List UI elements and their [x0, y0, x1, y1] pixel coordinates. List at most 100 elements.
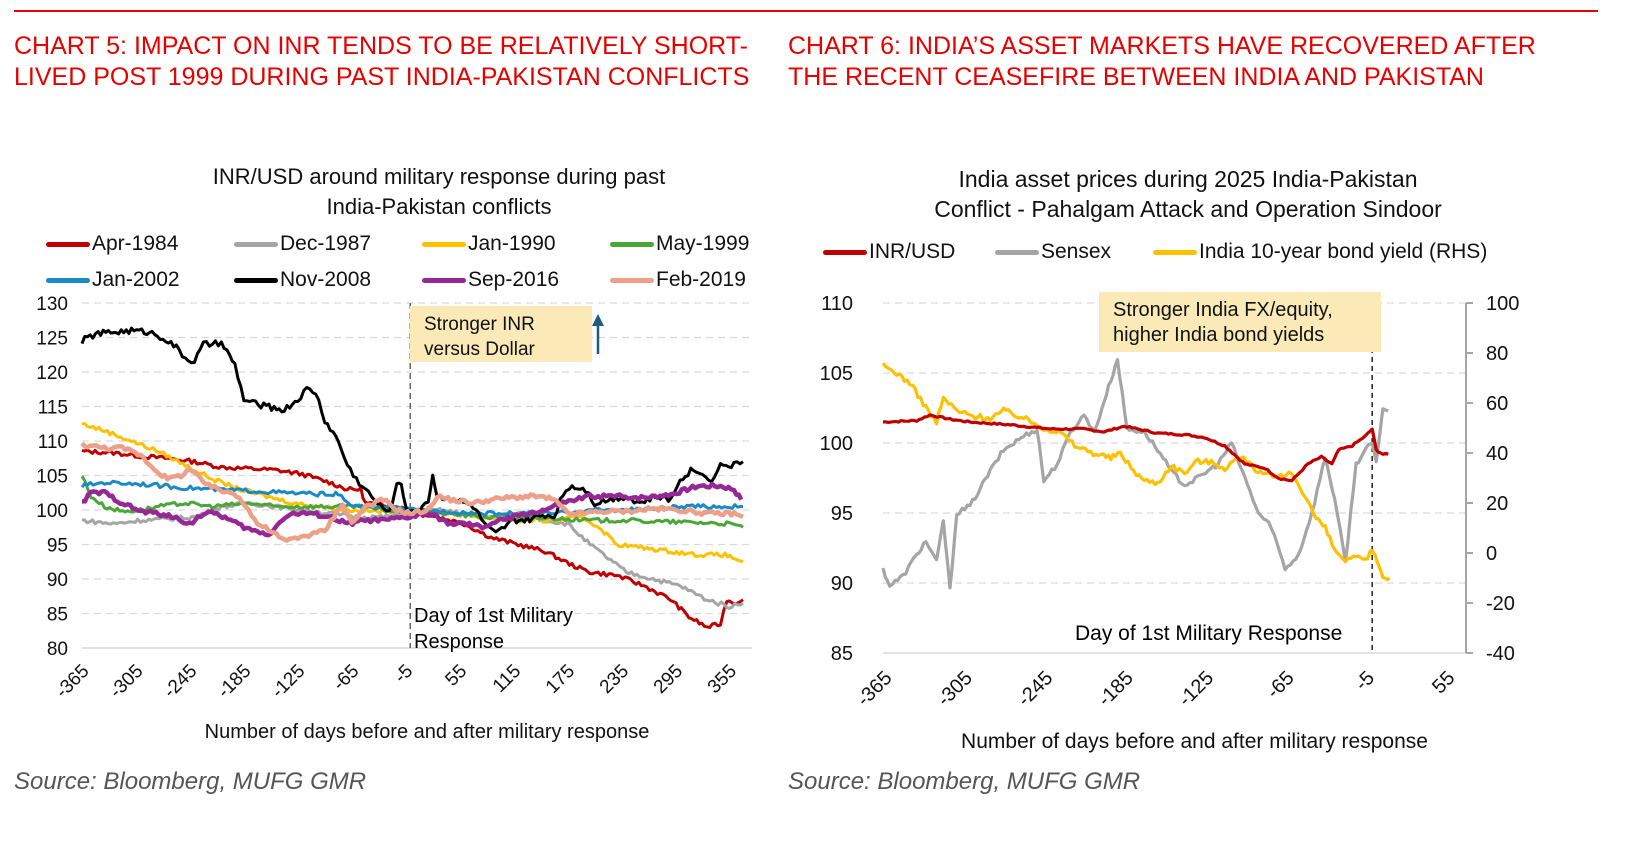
y-tick-label: 110 [38, 432, 68, 453]
y-tick-label: 80 [47, 639, 68, 660]
legend-item-feb-2019: Feb-2019 [610, 268, 746, 292]
x-tick-label: -365 [52, 661, 94, 703]
legend-label: Nov-2008 [280, 268, 372, 291]
x-axis-title: Number of days before and after military… [205, 721, 650, 743]
series-line-feb-2019 [80, 441, 744, 543]
x-tick-label: 295 [650, 661, 687, 698]
chart-5-title: INR/USD around military response during … [134, 162, 744, 222]
y-tick-label: 110 [821, 293, 853, 315]
x-tick-label: -185 [214, 661, 256, 703]
chart-title-line: INR/USD around military response during … [212, 164, 666, 189]
legend-swatch [46, 241, 90, 247]
legend-item-inr-usd: INR/USD [823, 240, 955, 264]
y-tick-label: 120 [36, 363, 68, 384]
y2-tick-label: 60 [1486, 393, 1508, 415]
y-tick-label: 90 [47, 570, 68, 591]
y2-tick-label: -40 [1486, 643, 1515, 665]
chart-5-source: Source: Bloomberg, MUFG GMR [14, 768, 367, 795]
header-rule [788, 10, 1598, 12]
legend-label: Dec-1987 [280, 232, 372, 255]
x-tick-label: 355 [704, 661, 741, 698]
y2-tick-label: 40 [1486, 443, 1508, 465]
x-tick-label: -305 [106, 661, 148, 703]
y2-tick-label: 100 [1486, 293, 1519, 315]
series-line-jan-1990 [81, 422, 744, 564]
chart-title-line: Conflict - Pahalgam Attack and Operation… [934, 196, 1442, 222]
y-tick-label: 105 [820, 363, 853, 385]
vline-label: Day of 1st Military Response [414, 605, 573, 653]
legend-item-apr-1984: Apr-1984 [46, 232, 178, 256]
x-tick-label: 115 [489, 661, 525, 697]
legend-item-may-1999: May-1999 [610, 232, 749, 256]
y-tick-label: 85 [47, 605, 68, 626]
x-tick-label: -185 [1094, 667, 1138, 711]
x-tick-label: -125 [268, 661, 310, 703]
legend-swatch [234, 277, 278, 283]
legend-item-dec-1987: Dec-1987 [234, 232, 371, 256]
x-tick-label: 175 [542, 661, 579, 698]
legend-item-sep-2016: Sep-2016 [422, 268, 559, 292]
chart-5-legend: Apr-1984 Dec-1987 Jan-1990 May-1999 Jan-2002… [46, 232, 786, 296]
y-tick-label: 95 [831, 503, 853, 525]
legend-label: Feb-2019 [656, 268, 746, 291]
chart-5-panel: CHART 5: IMPACT ON INR TENDS TO BE RELAT… [14, 0, 804, 844]
legend-item-india-10-year-bond-yield-rhs: India 10-year bond yield (RHS) [1153, 240, 1487, 264]
legend-label: India 10-year bond yield (RHS) [1199, 240, 1488, 263]
legend-label: Sensex [1041, 240, 1112, 263]
y2-tick-label: 0 [1486, 543, 1497, 565]
x-tick-label: -65 [329, 661, 363, 695]
legend-item-nov-2008: Nov-2008 [234, 268, 371, 292]
y-tick-label: 100 [36, 501, 68, 522]
stronger-fx-annotation: Stronger India FX/equity, higher India b… [1099, 292, 1381, 352]
legend-swatch [610, 241, 654, 247]
y-tick-label: 130 [36, 294, 68, 315]
x-tick-label: 55 [1428, 667, 1459, 698]
chart-6-plot: 85 90 95 100 105 110 -40 -20 0 20 40 60 80 100 -365 -30… [820, 293, 1520, 753]
legend-swatch [422, 277, 466, 283]
x-tick-label: -245 [1014, 667, 1058, 711]
y-tick-label: 95 [47, 536, 68, 557]
series-line-sep-2016 [81, 481, 744, 538]
legend-swatch [995, 249, 1039, 255]
legend-swatch [422, 241, 466, 247]
chart-5-plot: 80 85 90 95 100 105 110 115 120 125 130 -365 -305 -24… [36, 294, 752, 743]
chart-6-source: Source: Bloomberg, MUFG GMR [788, 768, 1141, 795]
legend-swatch [234, 241, 278, 247]
y2-tick-label: -20 [1486, 593, 1515, 615]
legend-swatch [823, 249, 867, 255]
header-rule [14, 10, 804, 12]
legend-label: Sep-2016 [468, 268, 560, 291]
x-tick-label: -245 [160, 661, 202, 703]
y2-tick-label: 80 [1486, 343, 1508, 365]
y-tick-label: 115 [38, 398, 68, 419]
stronger-inr-annotation: Stronger INR versus Dollar [410, 306, 592, 362]
x-tick-label: -65 [1263, 667, 1299, 703]
chart-6-title: India asset prices during 2025 India-Pak… [863, 164, 1513, 224]
x-tick-label: -305 [933, 667, 977, 711]
legend-item-jan-1990: Jan-1990 [422, 232, 556, 256]
y-tick-label: 100 [820, 433, 853, 455]
x-tick-label: 235 [596, 661, 633, 698]
x-tick-label: 55 [441, 661, 471, 691]
series-line-inr-usd [882, 413, 1389, 483]
legend-swatch [1153, 249, 1197, 255]
legend-label: Apr-1984 [92, 232, 179, 255]
legend-label: INR/USD [869, 240, 956, 263]
x-tick-label: -125 [1174, 667, 1218, 711]
legend-label: Jan-1990 [468, 232, 556, 255]
legend-item-sensex: Sensex [995, 240, 1111, 264]
series-line-sensex [881, 357, 1389, 590]
y2-tick-label: 20 [1486, 493, 1508, 515]
legend-label: Jan-2002 [92, 268, 180, 291]
y-tick-label: 125 [36, 329, 68, 350]
x-axis-title: Number of days before and after military… [961, 730, 1428, 753]
y-tick-label: 105 [36, 467, 68, 488]
chart-5-headline: CHART 5: IMPACT ON INR TENDS TO BE RELAT… [14, 32, 750, 91]
series-line-india-10-year-bond-yield-rhs [881, 362, 1391, 582]
chart-title-line: India-Pakistan conflicts [326, 194, 552, 219]
chart-title-line: India asset prices during 2025 India-Pak… [958, 166, 1418, 192]
chart-6-legend: INR/USD Sensex India 10-year bond yield (R… [823, 240, 1583, 270]
chart-6-panel: CHART 6: INDIA’S ASSET MARKETS HAVE RECO… [788, 0, 1603, 844]
vline-label: Day of 1st Military Response [1075, 622, 1343, 645]
x-tick-label: -365 [853, 667, 897, 711]
